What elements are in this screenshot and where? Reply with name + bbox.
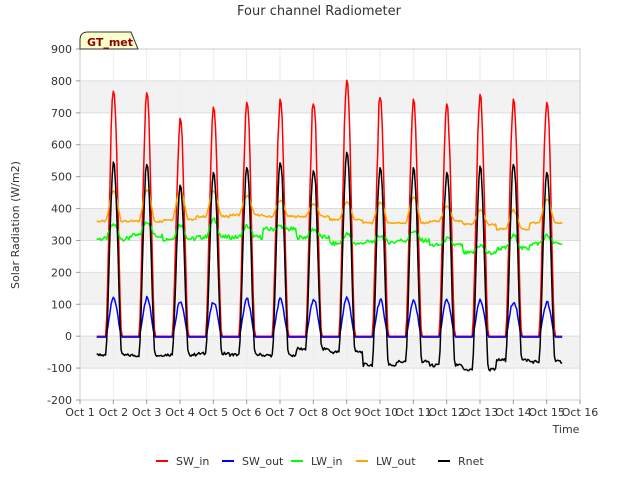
series-line-lw_out <box>96 188 563 231</box>
background-bands <box>80 80 580 369</box>
x-tick-label-5: Oct 5 <box>199 406 229 419</box>
x-tick-label-7: Oct 7 <box>265 406 295 419</box>
x-tick-label-16: Oct 16 <box>562 406 599 419</box>
x-tick-label-1: Oct 1 <box>65 406 95 419</box>
y-tick-label--100: -100 <box>47 362 72 375</box>
y-tick-label-400: 400 <box>51 203 72 216</box>
x-tick-label-14: Oct 14 <box>495 406 532 419</box>
legend-label-sw_in: SW_in <box>176 455 209 468</box>
legend-item-sw_in: SW_in <box>156 455 209 468</box>
y-tick-label-0: 0 <box>65 330 72 343</box>
series-line-rnet <box>96 151 563 372</box>
x-tick-label-3: Oct 3 <box>132 406 162 419</box>
legend-item-lw_in: LW_in <box>291 455 343 468</box>
band-3 <box>80 144 580 177</box>
series-lines <box>96 79 563 372</box>
legend-label-lw_in: LW_in <box>311 455 343 468</box>
y-axis-ticks: -200 -100 0 100 200 300 400 500 600 700 800 900 <box>47 43 80 407</box>
x-tick-label-9: Oct 9 <box>332 406 362 419</box>
x-tick-label-10: Oct 10 <box>362 406 399 419</box>
legend-item-lw_out: LW_out <box>356 455 416 468</box>
legend-label-rnet: Rnet <box>458 455 484 468</box>
y-tick-label-500: 500 <box>51 171 72 184</box>
x-tick-label-6: Oct 6 <box>232 406 262 419</box>
x-tick-label-12: Oct 12 <box>428 406 465 419</box>
y-tick-label-800: 800 <box>51 75 72 88</box>
site-badge-shape <box>79 31 139 50</box>
x-tick-label-15: Oct 15 <box>528 406 565 419</box>
legend-item-rnet: Rnet <box>438 455 484 468</box>
series-line-sw_in <box>96 79 563 337</box>
y-tick-label-900: 900 <box>51 43 72 56</box>
x-axis-label: Time <box>552 423 580 436</box>
band-1 <box>80 272 580 305</box>
y-tick-label-700: 700 <box>51 107 72 120</box>
x-axis-ticks: Oct 1 Oct 2 Oct 3 Oct 4 Oct 5 Oct 6 Oct 7 Oct 8… <box>65 400 598 419</box>
site-badge-label: GT_met <box>87 36 133 49</box>
legend-label-sw_out: SW_out <box>242 455 284 468</box>
chart-title: Four channel Radiometer <box>237 4 402 19</box>
x-tick-label-4: Oct 4 <box>165 406 195 419</box>
legend-label-lw_out: LW_out <box>376 455 416 468</box>
y-tick-label-200: 200 <box>51 266 72 279</box>
band-4 <box>80 80 580 113</box>
x-tick-label-13: Oct 13 <box>462 406 499 419</box>
x-tick-label-8: Oct 8 <box>299 406 329 419</box>
legend-item-sw_out: SW_out <box>222 455 284 468</box>
plot-frame <box>79 48 581 401</box>
y-tick-label-300: 300 <box>51 234 72 247</box>
y-axis-label: Solar Radiation (W/m2) <box>9 161 22 289</box>
y-tick-label--200: -200 <box>47 394 72 407</box>
y-tick-label-600: 600 <box>51 139 72 152</box>
x-tick-label-11: Oct 11 <box>395 406 432 419</box>
legend: SW_in SW_out LW_in LW_out Rnet <box>156 455 484 468</box>
y-tick-label-100: 100 <box>51 298 72 311</box>
site-badge: GT_met <box>79 31 139 50</box>
x-tick-label-2: Oct 2 <box>99 406 129 419</box>
band-2 <box>80 208 580 241</box>
